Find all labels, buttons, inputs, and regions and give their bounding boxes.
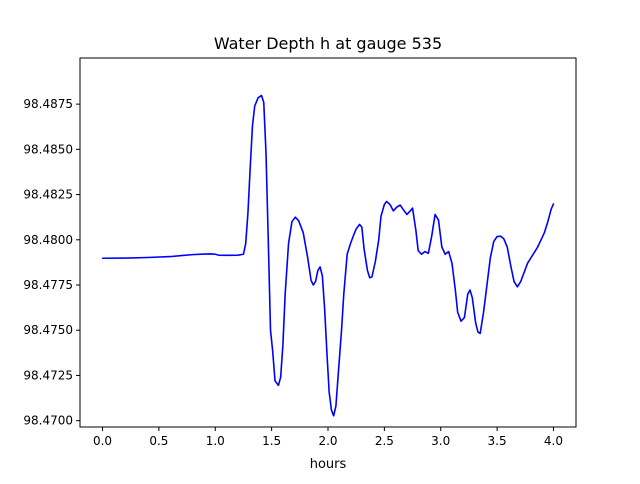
- x-tick-label-1: 0.5: [149, 434, 168, 448]
- x-tick-label-8: 4.0: [544, 434, 563, 448]
- y-tick-label-0: 98.4700: [23, 414, 73, 428]
- x-axis-label: hours: [310, 457, 347, 472]
- y-tick-label-7: 98.4875: [23, 97, 73, 111]
- x-tick-label-7: 3.5: [488, 434, 507, 448]
- y-tick-label-3: 98.4775: [23, 278, 73, 292]
- x-tick-label-0: 0.0: [93, 434, 112, 448]
- x-tick-label-2: 1.0: [206, 434, 225, 448]
- y-tick-label-6: 98.4850: [23, 142, 73, 156]
- y-tick-label-5: 98.4825: [23, 188, 73, 202]
- y-tick-label-4: 98.4800: [23, 233, 73, 247]
- y-tick-label-1: 98.4725: [23, 368, 73, 382]
- x-tick-label-4: 2.0: [318, 434, 337, 448]
- series-line-0: [101, 94, 555, 417]
- series-layer: [101, 94, 555, 417]
- x-tick-label-5: 2.5: [375, 434, 394, 448]
- chart-title: Water Depth h at gauge 535: [214, 34, 442, 53]
- axes-layer: 0.0 0.5 1.0 1.5 2.0 2.5 3.0 3.5 4.0 98.4700 98.472…: [23, 57, 577, 448]
- x-tick-label-6: 3.0: [431, 434, 450, 448]
- x-tick-label-3: 1.5: [262, 434, 281, 448]
- y-tick-label-2: 98.4750: [23, 323, 73, 337]
